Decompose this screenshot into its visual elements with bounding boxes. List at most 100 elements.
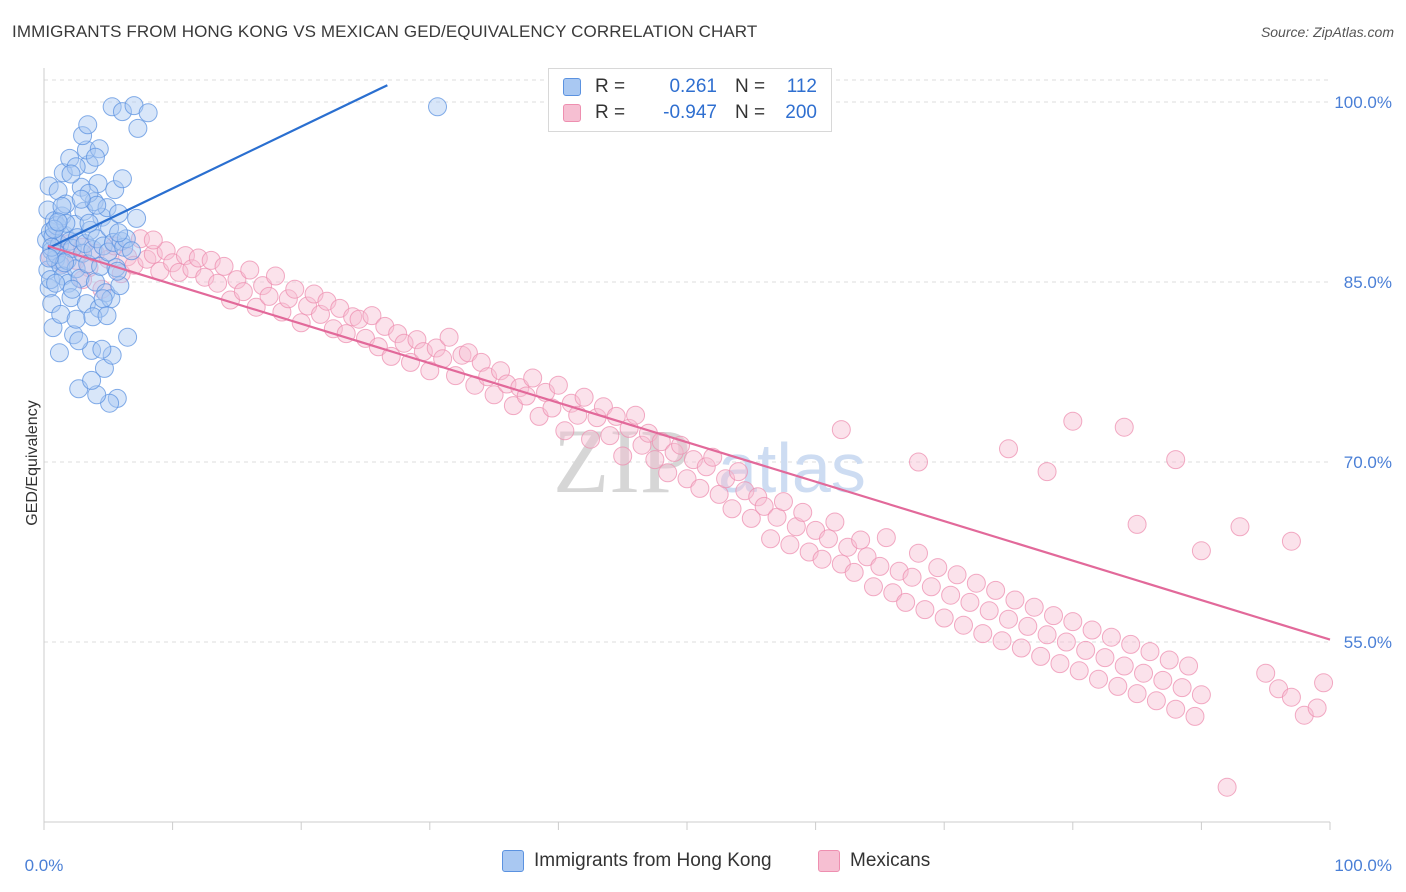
hong-kong-point [92,339,112,359]
mexicans-point [870,556,890,576]
hong-kong-point [128,118,148,138]
legend-n-label: N = [735,76,766,97]
mexicans-point [214,256,234,276]
mexicans-point [812,549,832,569]
mexicans-point [1037,625,1057,645]
hong-kong-points [37,96,448,413]
hong-kong-trend-line [47,84,388,250]
y-tick-label: 85.0% [1344,273,1392,292]
hong-kong-point [79,183,99,203]
legend-n-value: 200 [785,102,817,123]
mexicans-point [1024,597,1044,617]
mexicans-point [233,282,253,302]
mexicans-point [953,615,973,635]
mexicans-point [1063,612,1083,632]
mexicans-point [503,396,523,416]
hong-kong-point [116,229,136,249]
mexicans-point [690,478,710,498]
mexicans-point [1121,634,1141,654]
mexicans-point [1063,411,1083,431]
mexicans-point [1037,462,1057,482]
mexicans-point [947,565,967,585]
mexicans-point [973,624,993,644]
mexicans-point [818,529,838,549]
trend-lines [47,84,1331,641]
mexicans-point [851,530,871,550]
mexicans-point [581,429,601,449]
mexicans-point [664,442,684,462]
mexicans-point [285,279,305,299]
y-tick-label: 55.0% [1344,633,1392,652]
mexicans-point [857,547,877,567]
mexicans-trend-line [47,244,1331,641]
mexicans-point [1256,663,1276,683]
hong-kong-point [46,273,66,293]
mexicans-point [645,450,665,470]
hong-kong-point [87,229,107,249]
hong-kong-point [85,147,105,167]
mexicans-point [696,457,716,477]
hong-kong-point [71,189,91,209]
mexicans-point [458,343,478,363]
mexicans-point [1166,450,1186,470]
mexicans-point [426,338,446,358]
mexicans-point [1140,642,1160,662]
hong-kong-point [69,331,89,351]
y-axis-label: GED/Equivalency [24,400,41,525]
x-tick-label: 0.0% [25,856,64,875]
mexicans-point [1281,687,1301,707]
mexicans-point [600,426,620,446]
source-label: Source: ZipAtlas.com [1260,24,1394,40]
series-legend-label: Immigrants from Hong Kong [534,850,772,871]
mexicans-point [658,463,678,483]
hong-kong-point [98,242,118,262]
hong-kong-point [62,279,82,299]
mexicans-point [1127,514,1147,534]
hong-kong-point [55,253,75,273]
mexicans-point [1217,777,1237,797]
mexicans-point [863,577,883,597]
mexicans-point [722,499,742,519]
hong-kong-point [82,370,102,390]
mexicans-point [169,262,189,282]
mexicans-point [1314,673,1334,693]
mexicans-point [143,244,163,264]
mexicans-point [793,502,813,522]
tick-labels: 55.0% 70.0% 85.0% 100.0% 0.0% 100.0% [25,93,1392,875]
mexicans-point [979,601,999,621]
mexicans-point [844,562,864,582]
mexicans-point [902,567,922,587]
chart-title: IMMIGRANTS FROM HONG KONG VS MEXICAN GED… [12,22,758,41]
correlation-legend: R = 0.261 N = 112 R = -0.947 N = 200 [548,68,832,132]
mexicans-point [394,333,414,353]
legend-swatch-pink [563,104,581,122]
mexicans-point [1146,691,1166,711]
mexicans-point [915,600,935,620]
hong-kong-point [102,97,122,117]
mexicans-point [677,469,697,489]
mexicans-point [1114,656,1134,676]
mexicans-point [420,361,440,381]
mexicans-point [1108,676,1128,696]
legend-r-value: 0.261 [669,76,717,97]
hong-kong-point [39,248,59,268]
mexicans-point [1101,627,1121,647]
legend-swatch-pink [818,850,840,872]
mexicans-point [143,230,163,250]
hong-kong-point [112,102,132,122]
mexicans-point [626,405,646,425]
mexicans-point [728,462,748,482]
mexicans-point [1159,650,1179,670]
hong-kong-point [121,241,141,261]
mexicans-point [548,375,568,395]
hong-kong-point [66,309,86,329]
legend-n-value: 112 [786,76,817,97]
mexicans-points [40,229,1334,797]
mexicans-point [780,535,800,555]
mexicans-point [240,260,260,280]
mexicans-point [574,387,594,407]
hong-kong-point [74,201,94,221]
mexicans-point [446,366,466,386]
x-tick-label: 100.0% [1334,856,1392,875]
mexicans-point [555,421,575,441]
